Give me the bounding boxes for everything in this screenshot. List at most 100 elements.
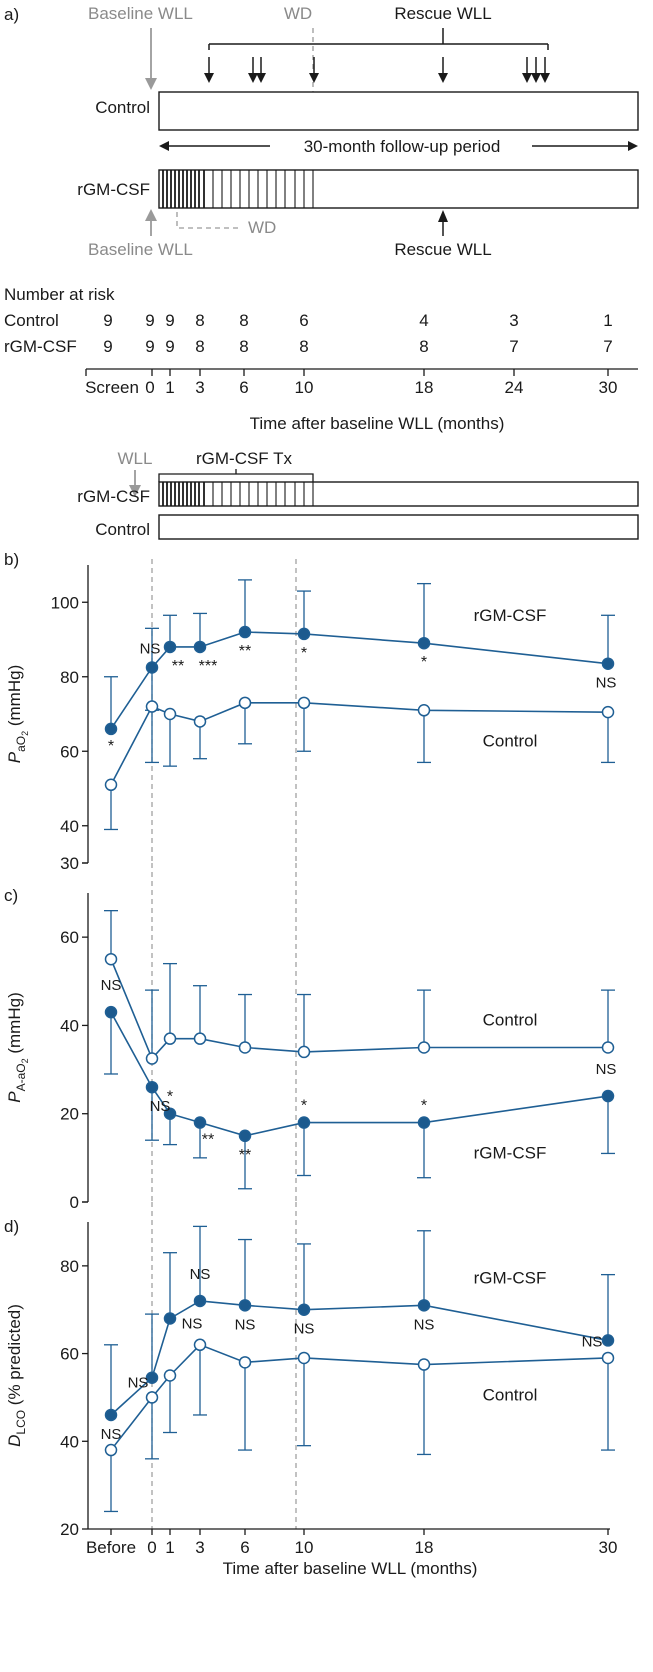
risk-cell: 9 — [165, 311, 174, 330]
timeline-axis-label: Time after baseline WLL (months) — [250, 414, 505, 433]
risk-cell: 8 — [195, 311, 204, 330]
rgmcsf-row-label: rGM-CSF — [77, 180, 150, 199]
schema-control-bar — [158, 514, 639, 540]
significance-label: NS — [235, 1316, 256, 1333]
significance-label: * — [421, 654, 427, 671]
series-line-control — [110, 958, 608, 1061]
x-axis-label: Time after baseline WLL (months) — [223, 1559, 478, 1578]
filled-point — [417, 636, 431, 650]
open-point — [297, 696, 311, 710]
filled-point — [238, 625, 252, 639]
panel-label: c) — [4, 886, 18, 905]
series-name-label: Control — [483, 731, 538, 750]
risk-cell: 9 — [103, 311, 112, 330]
y-tick-label: 80 — [60, 1257, 79, 1276]
significance-label: NS — [182, 1315, 203, 1332]
panel-label: b) — [4, 550, 19, 569]
filled-point — [238, 1129, 252, 1143]
risk-cell: 9 — [145, 311, 154, 330]
open-point — [601, 1041, 615, 1054]
open-point — [417, 1041, 431, 1054]
significance-label: NS — [190, 1266, 211, 1283]
schema-rgmcsf-bar — [158, 481, 639, 507]
y-axis-label: PA-aO2 (mmHg) — [5, 992, 30, 1102]
filled-point — [104, 722, 118, 736]
y-tick-label: 40 — [60, 1016, 79, 1035]
series-name-label: Control — [483, 1011, 538, 1030]
filled-point — [193, 640, 207, 654]
open-point — [193, 715, 207, 728]
timeline-ticks: Screen 0 1 3 6 10 18 24 30 — [85, 369, 617, 397]
risk-cell: 4 — [419, 311, 428, 330]
risk-cell: 7 — [603, 337, 612, 356]
series-line-rgm-csf — [110, 1011, 609, 1137]
y-tick-label: 20 — [60, 1520, 79, 1539]
baseline-wll-arrow-head — [145, 78, 157, 90]
significance-label: NS — [414, 1316, 435, 1333]
significance-label: NS — [596, 1061, 617, 1078]
filled-point — [193, 1116, 207, 1129]
schema-control-label: Control — [95, 520, 150, 539]
significance-label: ** — [172, 658, 184, 675]
x-tick-label: 0 — [147, 1538, 156, 1557]
x-tick-label: 30 — [599, 1538, 618, 1557]
timeline-tick-label: 30 — [599, 378, 618, 397]
filled-point — [163, 640, 177, 654]
significance-label: * — [301, 1098, 307, 1115]
timeline-tick-label: 18 — [415, 378, 434, 397]
filled-point — [297, 627, 311, 641]
risk-cell: 6 — [299, 311, 308, 330]
panel-a: a) Baseline WLL WD Rescue WLL Control 30… — [4, 4, 639, 540]
risk-cell: 9 — [165, 337, 174, 356]
y-axis-label: DLCO (% predicted) — [5, 1304, 28, 1447]
x-tick-label: 6 — [240, 1538, 249, 1557]
significance-label: * — [421, 1098, 427, 1115]
panel-a-label: a) — [4, 5, 19, 24]
baseline-wll-bottom-label: Baseline WLL — [88, 240, 193, 259]
y-tick-label: 60 — [60, 1345, 79, 1364]
y-tick-label: 60 — [60, 742, 79, 761]
significance-label: ** — [239, 643, 251, 660]
filled-point — [193, 1294, 207, 1308]
timeline-tick-label: 24 — [505, 378, 524, 397]
baseline-wll-bottom-arrow-head — [145, 209, 157, 221]
open-point — [104, 1443, 118, 1457]
significance-label: * — [301, 645, 307, 662]
y-tick-label: 80 — [60, 668, 79, 687]
series-name-label: rGM-CSF — [474, 606, 547, 625]
rescue-wll-top-label: Rescue WLL — [394, 4, 491, 23]
risk-cell: 8 — [195, 337, 204, 356]
y-tick-label: 40 — [60, 1432, 79, 1451]
wd-top-label: WD — [284, 4, 312, 23]
y-tick-label: 40 — [60, 817, 79, 836]
y-tick-label: 100 — [51, 593, 79, 612]
followup-arrow-right-head — [628, 141, 638, 151]
open-point — [417, 1358, 431, 1371]
open-point — [193, 1338, 207, 1352]
risk-row-rgmcsf-label: rGM-CSF — [4, 337, 77, 356]
y-tick-label: 30 — [60, 854, 79, 873]
series-name-label: rGM-CSF — [474, 1144, 547, 1163]
filled-point — [297, 1303, 311, 1316]
open-point — [145, 1052, 159, 1065]
open-point — [104, 952, 118, 966]
filled-point — [145, 1371, 159, 1384]
x-tick-label: 10 — [295, 1538, 314, 1557]
risk-cell: 8 — [239, 337, 248, 356]
open-point — [601, 1351, 615, 1365]
y-tick-label: 60 — [60, 928, 79, 947]
filled-point — [601, 657, 615, 670]
open-point — [238, 1356, 252, 1369]
control-bar — [158, 91, 639, 131]
wd-bottom-label: WD — [248, 218, 276, 237]
filled-point — [104, 1408, 118, 1422]
risk-row-control-label: Control — [4, 311, 59, 330]
significance-label: NS — [128, 1375, 149, 1392]
significance-label: NS — [140, 640, 161, 657]
series-line-rgm-csf — [110, 631, 609, 730]
significance-label: NS — [101, 977, 122, 994]
